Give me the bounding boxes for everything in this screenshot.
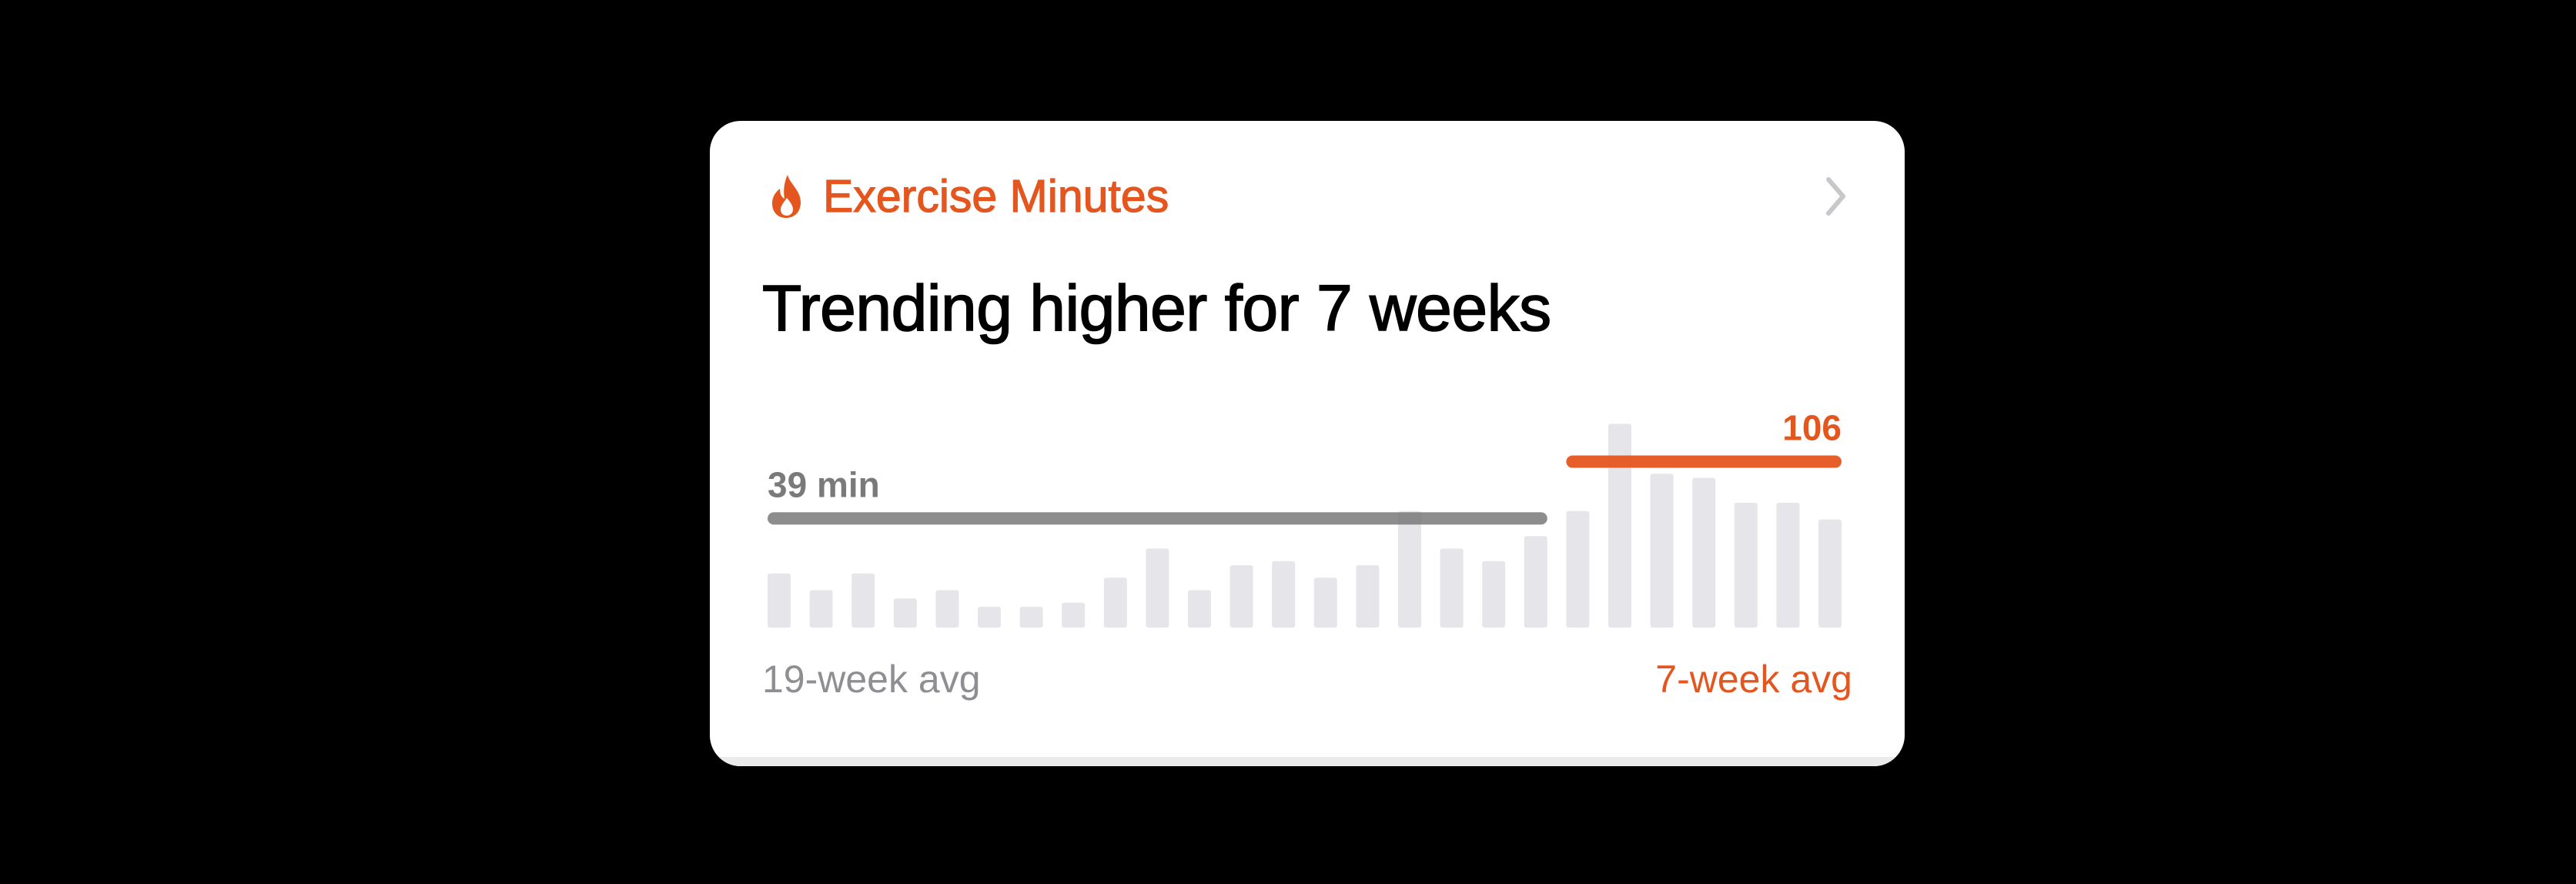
chart-bar	[809, 590, 833, 628]
chart-bar	[1776, 503, 1800, 628]
chart-bar	[768, 573, 791, 628]
trend-chart: 39 min 106	[768, 408, 1842, 628]
chart-bar	[1188, 590, 1211, 628]
average-value-label: 39 min	[768, 464, 880, 504]
chart-bar	[1398, 511, 1421, 628]
chart-bar	[935, 590, 959, 628]
average-value-label: 106	[1782, 408, 1842, 448]
chart-bar	[851, 573, 875, 628]
chart-bar	[893, 598, 917, 628]
chart-bar	[1440, 548, 1464, 628]
trend-card[interactable]: Exercise Minutes Trending higher for 7 w…	[710, 121, 1905, 766]
long-term-avg-label: 19-week avg	[762, 658, 981, 701]
chart-bar	[1146, 548, 1169, 628]
chart-bar	[1818, 519, 1842, 628]
chart-bar	[1524, 536, 1547, 628]
chart-bar	[1482, 561, 1506, 628]
flame-icon	[772, 175, 801, 218]
chart-bar	[1734, 503, 1758, 628]
card-bottom-edge	[710, 757, 1905, 766]
chart-bar	[1229, 565, 1253, 628]
chart-bar	[1650, 474, 1674, 628]
chart-bar	[1272, 561, 1296, 628]
chevron-right-icon[interactable]	[1822, 175, 1849, 218]
category-title: Exercise Minutes	[822, 170, 1169, 222]
headline: Trending higher for 7 weeks	[761, 271, 1552, 345]
chart-bar	[1103, 578, 1127, 628]
chart-bar	[1062, 602, 1086, 628]
chart-bar	[1313, 578, 1337, 628]
chart-bar	[1608, 424, 1631, 628]
chart-bar	[978, 607, 1001, 628]
recent-avg-label: 7-week avg	[1655, 658, 1852, 701]
chart-bar	[1692, 477, 1716, 628]
chart-bar	[1356, 565, 1380, 628]
chart-bar	[1019, 607, 1043, 628]
chart-bar	[1566, 511, 1590, 628]
